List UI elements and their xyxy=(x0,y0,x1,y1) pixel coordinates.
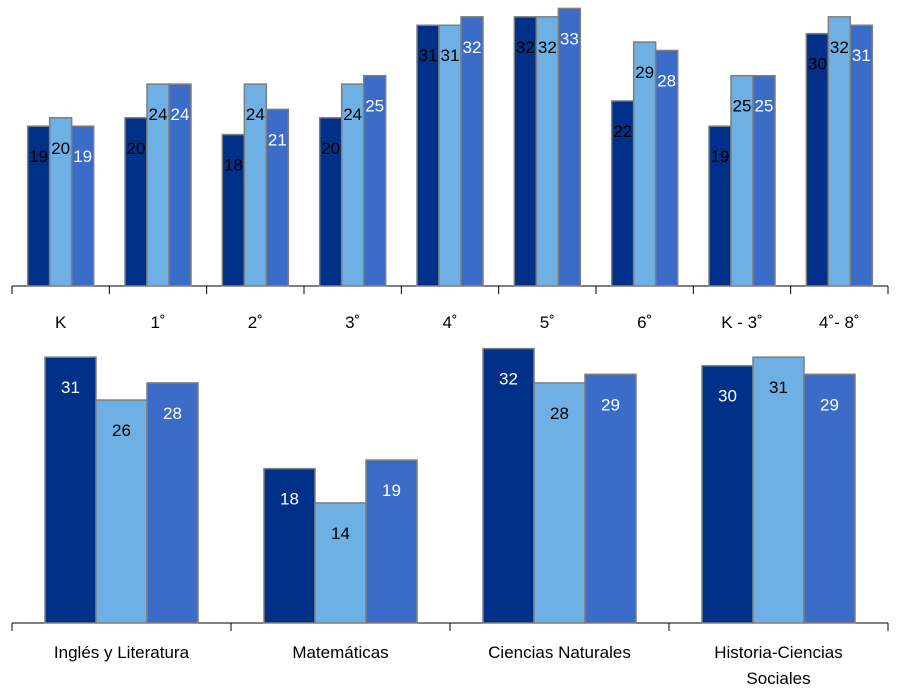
data-label: 20 xyxy=(321,139,340,158)
bar xyxy=(482,347,535,624)
bar xyxy=(803,373,856,624)
category-label: 5˚ xyxy=(540,313,555,332)
category-label: 2˚ xyxy=(248,313,263,332)
category-label: 1˚ xyxy=(150,313,165,332)
data-label: 30 xyxy=(718,387,737,406)
data-label: 32 xyxy=(499,370,518,389)
data-label: 25 xyxy=(755,97,774,116)
data-label: 32 xyxy=(463,38,482,57)
bar xyxy=(654,49,679,287)
bar xyxy=(827,16,852,287)
data-label: 31 xyxy=(441,46,460,65)
bar xyxy=(265,108,290,287)
category-label: K - 3˚ xyxy=(721,313,763,332)
data-label: 19 xyxy=(29,147,48,166)
bar xyxy=(263,467,316,624)
bar xyxy=(752,74,776,287)
category-label: Matemáticas xyxy=(292,643,388,662)
bar xyxy=(362,74,387,287)
data-label: 31 xyxy=(61,378,80,397)
data-label: 30 xyxy=(808,55,827,74)
data-label: 19 xyxy=(382,481,401,500)
data-label: 31 xyxy=(769,378,788,397)
bar xyxy=(584,373,637,624)
bar xyxy=(365,459,418,624)
data-label: 29 xyxy=(601,395,620,414)
category-label: K xyxy=(55,313,67,332)
data-label: 25 xyxy=(365,97,384,116)
data-label: 24 xyxy=(343,105,362,124)
bar xyxy=(168,83,192,287)
data-label: 22 xyxy=(613,122,632,141)
data-label: 32 xyxy=(830,38,849,57)
data-label: 29 xyxy=(635,63,654,82)
category-label: 4˚- 8˚ xyxy=(819,313,860,332)
data-label: 14 xyxy=(331,524,350,543)
data-label: 19 xyxy=(711,147,730,166)
category-label: Historia-Ciencias Sociales xyxy=(714,643,842,688)
data-label: 28 xyxy=(550,404,569,423)
bar xyxy=(460,16,484,287)
bar xyxy=(146,382,199,624)
data-label: 18 xyxy=(280,490,299,509)
data-label: 29 xyxy=(820,395,839,414)
data-label: 19 xyxy=(73,147,92,166)
data-label: 26 xyxy=(112,421,131,440)
data-label: 25 xyxy=(733,97,752,116)
data-label: 33 xyxy=(560,29,579,48)
bar xyxy=(533,382,586,624)
bar xyxy=(314,502,367,624)
bar xyxy=(95,399,148,624)
data-label: 31 xyxy=(419,46,438,65)
data-label: 20 xyxy=(127,139,146,158)
data-label: 24 xyxy=(149,105,168,124)
category-label: 4˚ xyxy=(442,313,457,332)
data-label: 21 xyxy=(268,130,287,149)
category-label: 6˚ xyxy=(637,313,652,332)
data-label: 28 xyxy=(657,71,676,90)
category-label: 3˚ xyxy=(345,313,360,332)
bar xyxy=(535,16,560,287)
data-label: 20 xyxy=(51,139,70,158)
bar xyxy=(557,7,582,287)
bar xyxy=(44,356,97,624)
data-label: 24 xyxy=(246,105,265,124)
bar xyxy=(752,356,805,624)
category-label: Ciencias Naturales xyxy=(488,643,631,662)
data-label: 31 xyxy=(852,46,871,65)
data-label: 18 xyxy=(224,156,243,175)
category-label: Inglés y Literatura xyxy=(54,643,190,662)
data-label: 28 xyxy=(163,404,182,423)
bar xyxy=(70,125,95,287)
data-label: 24 xyxy=(171,105,190,124)
data-label: 32 xyxy=(538,38,557,57)
bar xyxy=(513,16,538,287)
bar xyxy=(701,364,754,624)
data-label: 32 xyxy=(516,38,535,57)
bar xyxy=(849,24,874,287)
chart-2: 31 26 28 Inglés y Literatura 18 14 19 Matemátic… xyxy=(11,347,889,688)
